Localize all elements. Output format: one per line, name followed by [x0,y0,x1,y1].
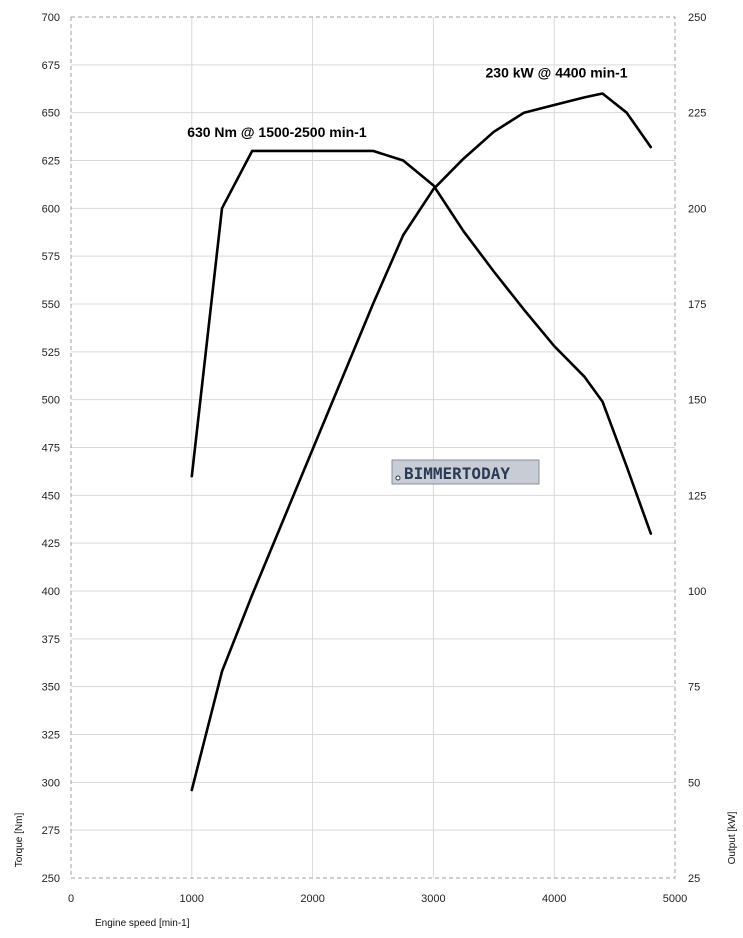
y-left-tick-label: 375 [42,634,60,646]
x-tick-label: 1000 [180,893,204,905]
torque-line [190,149,653,535]
x-axis-label: Engine speed [min-1] [95,918,190,929]
output-line [190,92,653,792]
y-axis-right-label: Output [kW] [727,811,738,864]
tick-labels: 2502753003253503754004254504755005255505… [42,12,707,905]
peak-power-annotation: 230 kW @ 4400 min-1 [486,65,628,81]
y-right-tick-label: 150 [688,395,706,407]
watermark-text: BIMMERTODAY [404,464,510,483]
y-left-tick-label: 525 [42,347,60,359]
y-left-tick-label: 450 [42,490,60,502]
watermark-dot-icon [395,475,401,481]
peak-torque-annotation: 630 Nm @ 1500-2500 min-1 [187,124,367,140]
y-left-tick-label: 475 [42,443,60,455]
x-tick-label: 3000 [421,893,445,905]
y-left-tick-label: 275 [42,825,60,837]
y-left-tick-label: 300 [42,777,60,789]
y-left-tick-label: 325 [42,730,60,742]
x-tick-label: 5000 [663,893,687,905]
y-right-tick-label: 25 [688,873,700,885]
y-right-tick-label: 175 [688,299,706,311]
y-left-tick-label: 350 [42,682,60,694]
y-right-tick-label: 50 [688,777,700,789]
y-right-tick-label: 100 [688,586,706,598]
y-left-tick-label: 625 [42,156,60,168]
plot-frame [70,16,676,879]
y-right-tick-label: 250 [688,12,706,24]
x-tick-label: 2000 [300,893,324,905]
x-tick-label: 4000 [542,893,566,905]
y-left-tick-label: 400 [42,586,60,598]
x-tick-label: 0 [68,893,74,905]
y-left-tick-label: 250 [42,873,60,885]
y-left-tick-label: 700 [42,12,60,24]
y-right-tick-label: 200 [688,203,706,215]
y-right-tick-label: 75 [688,682,700,694]
annotations: 630 Nm @ 1500-2500 min-1 230 kW @ 4400 mi… [187,65,628,140]
y-axis-left-label: Torque [Nm] [14,813,25,868]
y-left-tick-label: 425 [42,538,60,550]
watermark-logo: BIMMERTODAY [391,459,540,485]
y-left-tick-label: 575 [42,251,60,263]
y-right-tick-label: 225 [688,108,706,120]
grid [71,17,675,878]
y-left-tick-label: 550 [42,299,60,311]
watermark-background [391,459,540,485]
y-left-tick-label: 500 [42,395,60,407]
y-left-tick-label: 650 [42,108,60,120]
y-left-tick-label: 600 [42,203,60,215]
y-right-tick-label: 125 [688,490,706,502]
series-lines [190,92,653,792]
y-left-tick-label: 675 [42,60,60,72]
